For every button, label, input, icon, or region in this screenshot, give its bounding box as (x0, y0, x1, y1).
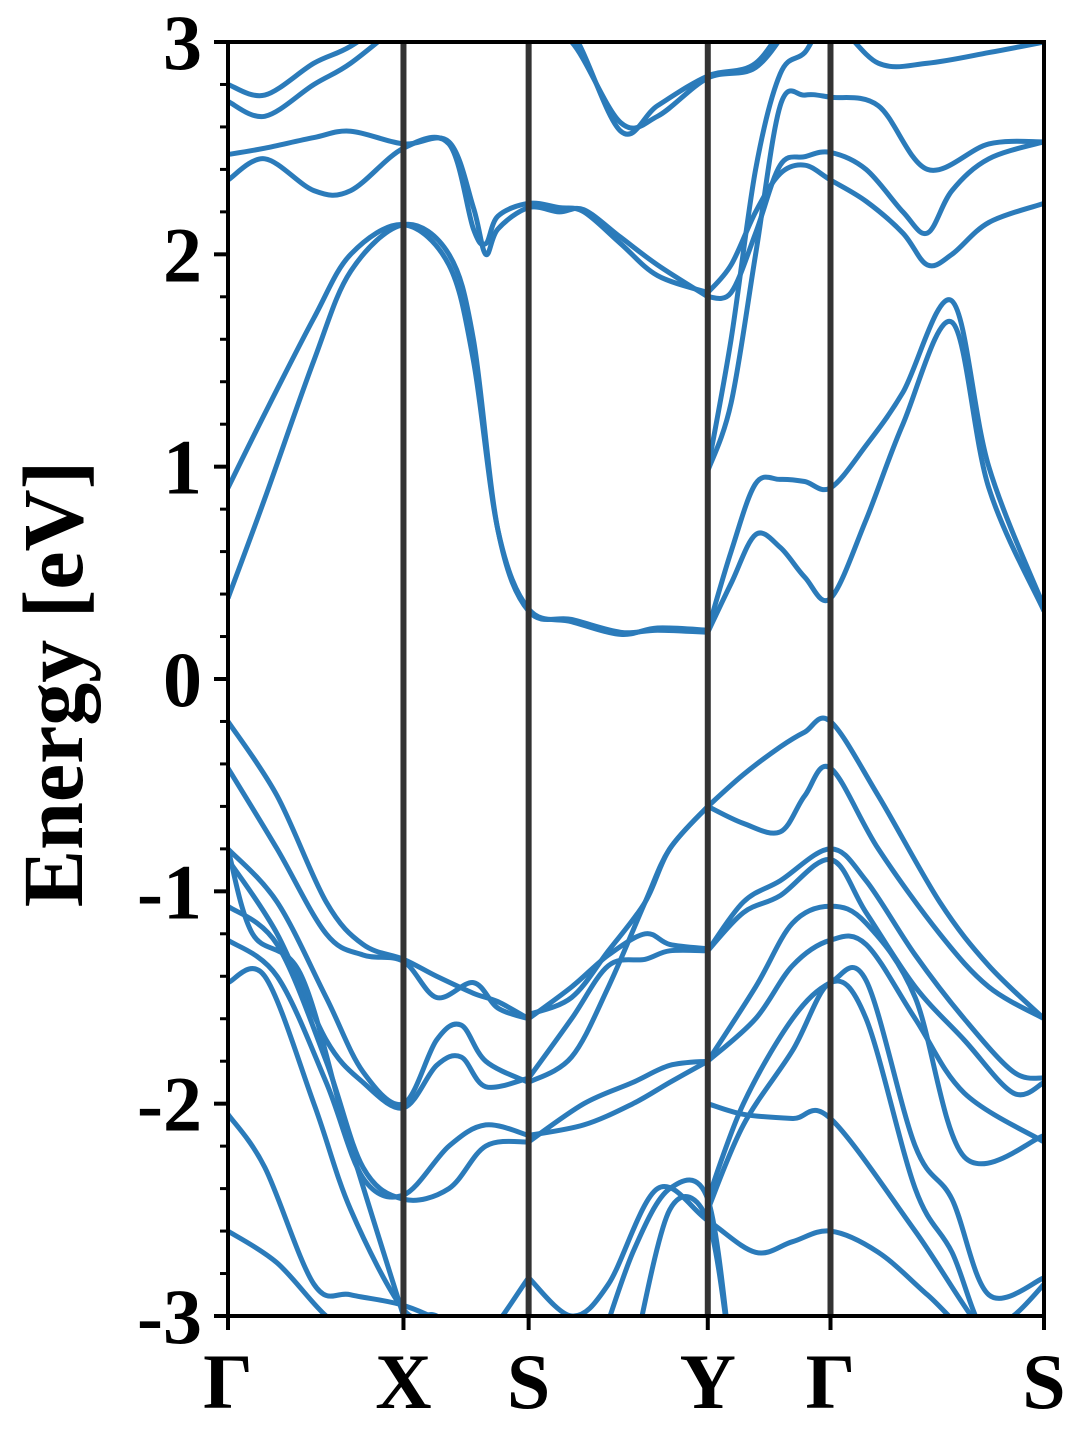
band-line (705, 297, 1044, 631)
band-line (706, 763, 1044, 1021)
band-line (228, 42, 363, 99)
band-line (705, 162, 1044, 295)
x-tick-label: X (375, 1338, 431, 1425)
x-tick-label: Γ (806, 1338, 856, 1425)
band-line (228, 128, 710, 299)
band-line (228, 222, 708, 637)
band-line (706, 933, 1044, 1145)
band-line (527, 1058, 709, 1144)
band-line (575, 42, 777, 137)
y-tick-label: 2 (163, 211, 202, 298)
band-line (567, 42, 782, 131)
band-line (527, 804, 710, 1085)
band-line (228, 42, 382, 120)
y-axis-title: Energy [eV] (5, 461, 101, 908)
band-line (707, 139, 1044, 301)
band-line (706, 715, 1044, 1021)
band-line (705, 965, 1044, 1301)
band-line (228, 858, 530, 1111)
band-line (639, 1194, 728, 1316)
y-tick-label: 0 (163, 636, 202, 723)
band-line (228, 847, 530, 1108)
band-line (228, 938, 530, 1200)
band-line (705, 42, 1044, 470)
band-line (705, 903, 1044, 1167)
plot-frame (226, 40, 1046, 1318)
y-tick-label: 1 (163, 424, 202, 511)
band-line (228, 221, 708, 636)
band-line (705, 978, 979, 1316)
band-line (228, 966, 531, 1316)
band-line (705, 318, 1044, 634)
y-tick-label: 3 (163, 0, 202, 86)
high-symmetry-lines (400, 42, 834, 1316)
band-line (228, 134, 709, 295)
band-line (705, 846, 1044, 1081)
y-tick-label: -2 (137, 1061, 202, 1148)
band-line (707, 1101, 975, 1316)
band-line (528, 1059, 709, 1138)
band-line (228, 848, 406, 1316)
band-line (526, 1184, 1044, 1316)
x-tick-label: Y (680, 1338, 736, 1425)
band-line (228, 1112, 436, 1316)
y-tick-label: -1 (137, 848, 202, 935)
y-axis-ticks: 3 2 1 0 -1 -2 -3 (137, 0, 228, 1360)
y-tick-label: -3 (137, 1273, 202, 1360)
band-line (705, 856, 1044, 1098)
x-tick-label: S (507, 1338, 550, 1425)
band-line (228, 766, 530, 1022)
band-lines (228, 42, 1044, 1316)
x-tick-label: S (1022, 1338, 1065, 1425)
band-line (526, 947, 708, 1080)
band-line (705, 88, 1044, 472)
x-tick-label: Γ (203, 1338, 253, 1425)
